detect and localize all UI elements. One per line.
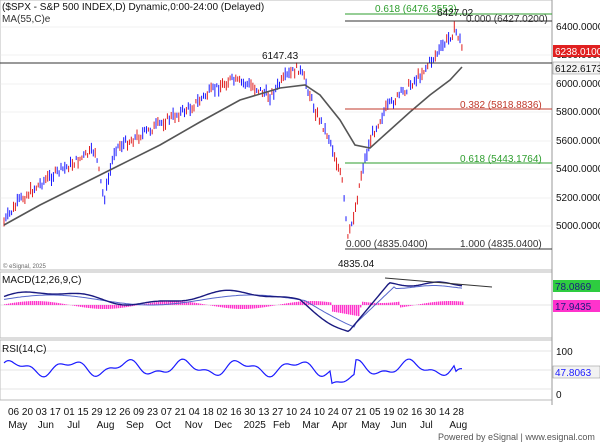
time-axis-date: 12 bbox=[105, 407, 117, 418]
time-axis-month: Jul bbox=[67, 420, 80, 431]
price-axis-label: 5800.0000 bbox=[556, 107, 600, 118]
fib-label-0382: 0.382 (5818.8836) bbox=[460, 100, 542, 111]
time-axis-month: Aug bbox=[97, 420, 115, 431]
fib-label-0000-top: 0.000 (6427.0200) bbox=[466, 14, 548, 25]
macd-label: MACD(12,26,9,C) bbox=[2, 275, 81, 286]
price-axis-label: 6000.0000 bbox=[556, 79, 600, 90]
time-axis-date: 26 bbox=[119, 407, 131, 418]
chart-title: ($SPX - S&P 500 INDEX,D) Dynamic,0:00-24… bbox=[2, 2, 264, 13]
time-axis-date: 18 bbox=[203, 407, 215, 418]
fib-label-1000: 1.000 (4835.0400) bbox=[460, 239, 542, 250]
time-axis-date: 04 bbox=[189, 407, 201, 418]
fib-label-0000-bottom: 0.000 (4835.0400) bbox=[346, 239, 428, 250]
time-axis-month: Nov bbox=[185, 420, 203, 431]
ma-legend-label: MA(55,C)e bbox=[2, 14, 51, 25]
fib-label-0618-mid: 0.618 (5443.1764) bbox=[460, 154, 542, 165]
time-axis-date: 05 bbox=[369, 407, 381, 418]
time-axis-month: May bbox=[8, 420, 27, 431]
time-axis-month: Jun bbox=[38, 420, 54, 431]
time-axis-date: 24 bbox=[328, 407, 340, 418]
time-axis-date: 01 bbox=[64, 407, 76, 418]
price-axis-label: 5000.0000 bbox=[556, 221, 600, 232]
time-axis-date: 16 bbox=[230, 407, 242, 418]
footer-brand: Powered by eSignal | www.esignal.com bbox=[438, 432, 595, 442]
time-axis-date: 21 bbox=[175, 407, 187, 418]
rsi-axis-label: 0 bbox=[556, 390, 562, 401]
price-axis-label: 5600.0000 bbox=[556, 136, 600, 147]
price-axis-label: 5200.0000 bbox=[556, 193, 600, 204]
time-axis-month: 2025 bbox=[244, 420, 267, 431]
time-axis-month: May bbox=[361, 420, 380, 431]
time-axis-month: Apr bbox=[332, 420, 348, 431]
time-axis-date: 07 bbox=[161, 407, 173, 418]
time-axis-date: 10 bbox=[286, 407, 298, 418]
rsi-label: RSI(14,C) bbox=[2, 344, 46, 355]
time-axis-month: Aug bbox=[449, 420, 467, 431]
time-axis-date: 09 bbox=[133, 407, 145, 418]
time-axis-month: Feb bbox=[273, 420, 291, 431]
time-axis-date: 10 bbox=[314, 407, 326, 418]
low-annotation: 4835.04 bbox=[338, 259, 375, 270]
time-axis-date: 27 bbox=[272, 407, 284, 418]
time-axis-date: 13 bbox=[258, 407, 270, 418]
time-axis-date: 30 bbox=[425, 407, 437, 418]
rsi-axis-label: 100 bbox=[556, 347, 573, 358]
time-axis-date: 14 bbox=[439, 407, 451, 418]
macd-value: 78.0869 bbox=[555, 282, 592, 293]
time-axis-date: 21 bbox=[356, 407, 368, 418]
time-axis-date: 30 bbox=[244, 407, 256, 418]
time-axis-month: Dec bbox=[214, 420, 232, 431]
price-panel bbox=[0, 0, 552, 270]
time-axis-month: Mar bbox=[302, 420, 320, 431]
time-axis-date: 20 bbox=[22, 407, 34, 418]
last-price-value: 6238.0100 bbox=[555, 47, 600, 58]
time-axis-month: Jul bbox=[420, 420, 433, 431]
price-axis-label: 6400.0000 bbox=[556, 22, 600, 33]
time-axis-date: 03 bbox=[36, 407, 48, 418]
time-axis-date: 16 bbox=[411, 407, 423, 418]
time-axis-date: 28 bbox=[453, 407, 465, 418]
high-annotation: 6427.02 bbox=[437, 8, 474, 19]
time-axis-date: 23 bbox=[147, 407, 159, 418]
time-axis-date: 02 bbox=[397, 407, 409, 418]
time-axis-date: 19 bbox=[383, 407, 395, 418]
time-axis-date: 15 bbox=[78, 407, 90, 418]
time-axis-month: Oct bbox=[155, 420, 171, 431]
time-axis-date: 24 bbox=[300, 407, 312, 418]
time-axis-month: Sep bbox=[126, 420, 144, 431]
time-axis-date: 02 bbox=[217, 407, 229, 418]
price-axis-label: 5400.0000 bbox=[556, 164, 600, 175]
macd-signal-value: 17.9435 bbox=[555, 302, 592, 313]
copyright-small: © eSignal, 2025 bbox=[3, 263, 46, 270]
time-axis-month: Jun bbox=[391, 420, 407, 431]
time-axis-date: 17 bbox=[50, 407, 62, 418]
rsi-value: 47.8063 bbox=[555, 368, 592, 379]
time-axis-date: 07 bbox=[342, 407, 354, 418]
prior-high-annotation: 6147.43 bbox=[262, 51, 299, 62]
time-axis-date: 06 bbox=[8, 407, 20, 418]
ma-value: 6122.6173 bbox=[555, 64, 600, 75]
time-axis-date: 29 bbox=[91, 407, 103, 418]
